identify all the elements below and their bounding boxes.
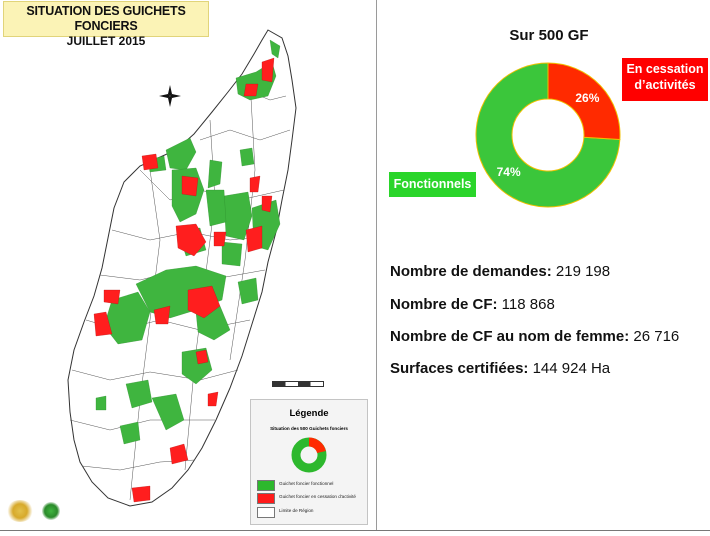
cessation-zones	[93, 57, 275, 503]
legend-item-cessation: Guichet foncier en cessation d'activité	[257, 493, 365, 504]
map-title: SITUATION DES GUICHETS FONCIERS JUILLET …	[3, 1, 209, 48]
legend-title: Légende	[289, 408, 329, 419]
legend-mini-donut	[291, 437, 327, 473]
legend: Légende Situation des 500 Guichets fonci…	[250, 399, 368, 525]
legend-subtitle: Situation des 500 Guichets fonciers	[270, 426, 348, 431]
legend-swatch-red	[257, 493, 275, 504]
donut-slice-fonctionnels	[475, 62, 621, 208]
chart-title: Sur 500 GF	[509, 27, 589, 44]
map-panel: SITUATION DES GUICHETS FONCIERS JUILLET …	[3, 0, 377, 530]
stat-label: Nombre de CF:	[390, 296, 498, 313]
donut-data-label: 26%	[575, 91, 599, 105]
stat-surfaces: Surfaces certifiées: 144 924 Ha	[390, 360, 610, 377]
legend-swatch-green	[257, 480, 275, 491]
north-arrow-icon	[159, 85, 181, 107]
legend-label: Limite de Région	[279, 508, 314, 513]
stat-label: Nombre de CF au nom de femme:	[390, 328, 630, 345]
stat-label: Nombre de demandes:	[390, 263, 552, 280]
callout-functional: Fonctionnels	[389, 172, 476, 197]
map-title-line2: JUILLET 2015	[66, 34, 146, 48]
madagascar-map	[67, 29, 297, 507]
stat-label: Surfaces certifiées:	[390, 360, 529, 377]
donut-data-label: 74%	[497, 165, 521, 179]
stat-cf-femme: Nombre de CF au nom de femme: 26 716	[390, 328, 679, 345]
stat-value: 26 716	[629, 328, 680, 345]
donut-chart: 74% 26%	[475, 62, 621, 208]
stat-value: 118 868	[497, 296, 555, 313]
stat-value: 144 924 Ha	[528, 360, 611, 377]
legend-item-functional: Guichet foncier fonctionnel	[257, 480, 365, 491]
ministry-logo	[6, 500, 34, 522]
scale-bar	[272, 381, 324, 387]
legend-label: Guichet foncier en cessation d'activité	[279, 494, 356, 499]
callout-cessation: En cessation d’activités	[622, 58, 708, 101]
legend-swatch-white	[257, 507, 275, 518]
map-title-line1: SITUATION DES GUICHETS FONCIERS	[26, 4, 186, 33]
legend-item-limit: Limite de Région	[257, 507, 365, 518]
stat-demandes: Nombre de demandes: 219 198	[390, 263, 610, 280]
stat-cf: Nombre de CF: 118 868	[390, 296, 555, 313]
stat-value: 219 198	[551, 263, 611, 280]
footer-divider	[0, 530, 710, 531]
partner-logo	[42, 502, 60, 520]
donut-slice-cessation	[547, 62, 621, 141]
legend-label: Guichet foncier fonctionnel	[279, 481, 334, 486]
